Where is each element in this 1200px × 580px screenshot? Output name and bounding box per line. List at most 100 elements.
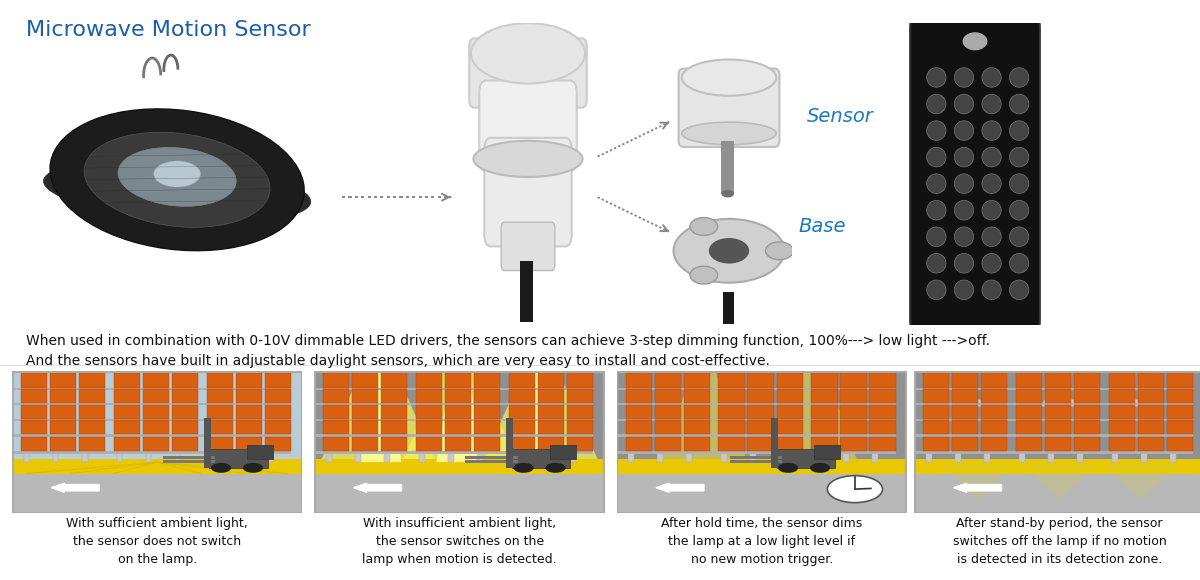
Ellipse shape (1009, 227, 1028, 246)
Bar (474, 405, 500, 419)
Bar (134, 419, 169, 421)
Ellipse shape (926, 147, 946, 167)
Bar (314, 434, 349, 437)
Bar (509, 437, 535, 451)
Bar (1037, 451, 1072, 454)
Bar (538, 374, 564, 387)
Bar (674, 451, 709, 454)
Bar (709, 451, 744, 454)
Bar (803, 451, 838, 454)
Bar (1066, 419, 1100, 421)
Bar (382, 420, 407, 434)
Bar (352, 389, 378, 403)
Bar (500, 387, 535, 390)
Ellipse shape (84, 132, 270, 227)
Bar (145, 374, 151, 462)
Bar (982, 389, 1007, 403)
Bar (1074, 437, 1100, 451)
Ellipse shape (682, 122, 776, 145)
Polygon shape (937, 462, 1019, 499)
Bar (227, 419, 262, 421)
Bar (1158, 387, 1193, 390)
Ellipse shape (1009, 253, 1028, 273)
Ellipse shape (709, 238, 749, 263)
Bar (20, 374, 47, 387)
Bar (1129, 403, 1164, 405)
Bar (163, 419, 198, 421)
Ellipse shape (926, 280, 946, 300)
Polygon shape (437, 371, 482, 462)
Bar (1016, 437, 1042, 451)
Ellipse shape (982, 68, 1001, 88)
Bar (984, 374, 990, 462)
Bar (1037, 403, 1072, 405)
Bar (674, 434, 709, 437)
Bar (719, 420, 744, 434)
Bar (134, 387, 169, 390)
Bar (768, 419, 803, 421)
Ellipse shape (982, 147, 1001, 167)
Bar (372, 387, 407, 390)
Bar (982, 420, 1007, 434)
Bar (768, 387, 803, 390)
Bar (646, 403, 680, 405)
Bar (860, 434, 895, 437)
Bar (466, 451, 500, 454)
Text: Sensor: Sensor (806, 107, 874, 125)
Bar (114, 437, 139, 451)
Bar (1109, 437, 1135, 451)
Bar (466, 403, 500, 405)
Bar (509, 405, 535, 419)
Bar (235, 420, 262, 434)
Bar (1019, 374, 1025, 462)
Bar (1129, 451, 1164, 454)
Bar (1066, 403, 1100, 405)
Polygon shape (482, 371, 599, 462)
Bar (143, 374, 169, 387)
Bar (1007, 419, 1042, 421)
Bar (1138, 405, 1164, 419)
Bar (914, 459, 1200, 473)
Bar (198, 403, 233, 405)
Bar (116, 374, 122, 462)
Bar (210, 450, 268, 468)
Bar (832, 387, 866, 390)
Bar (768, 434, 803, 437)
Ellipse shape (954, 68, 973, 88)
Bar (1045, 405, 1072, 419)
Bar (352, 420, 378, 434)
Bar (506, 418, 514, 468)
Bar (382, 437, 407, 451)
Bar (914, 434, 949, 437)
Bar (1100, 387, 1135, 390)
Bar (943, 419, 978, 421)
Bar (474, 437, 500, 451)
Bar (163, 451, 198, 454)
Ellipse shape (926, 227, 946, 246)
Bar (750, 374, 756, 462)
Bar (1048, 374, 1054, 462)
Bar (768, 403, 803, 405)
Polygon shape (355, 371, 402, 462)
Ellipse shape (1009, 280, 1028, 300)
Bar (134, 403, 169, 405)
Bar (143, 420, 169, 434)
Bar (748, 374, 774, 387)
Bar (943, 387, 978, 390)
Bar (684, 420, 709, 434)
Bar (923, 437, 949, 451)
Bar (654, 374, 680, 387)
Bar (914, 403, 949, 405)
Bar (776, 389, 803, 403)
Ellipse shape (118, 147, 236, 206)
Bar (256, 387, 290, 390)
Ellipse shape (954, 147, 973, 167)
Bar (1109, 420, 1135, 434)
Circle shape (514, 463, 534, 473)
Bar (323, 374, 349, 387)
Bar (509, 374, 535, 387)
Ellipse shape (926, 68, 946, 88)
Bar (811, 389, 838, 403)
Bar (407, 434, 442, 437)
Bar (1109, 405, 1135, 419)
